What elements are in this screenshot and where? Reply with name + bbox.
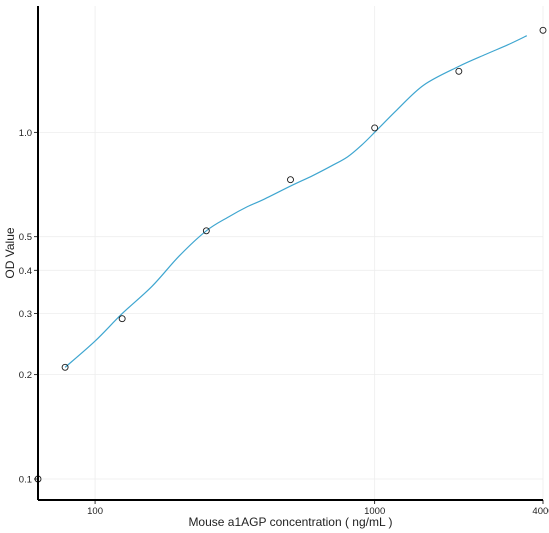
x-axis-title: Mouse a1AGP concentration ( ng/mL ) — [188, 515, 392, 529]
fitted-curve-line — [64, 35, 528, 368]
y-tick-label: 0.1 — [19, 475, 32, 486]
y-tick-label: 1.0 — [19, 128, 32, 139]
x-tick-label: 100 — [87, 506, 103, 517]
y-tick-label: 0.2 — [19, 370, 32, 381]
data-point — [202, 227, 210, 235]
data-point — [539, 26, 547, 34]
x-tick-label: 1000 — [364, 506, 385, 517]
grid-lines — [38, 6, 544, 500]
data-points-layer — [34, 26, 547, 483]
data-point — [371, 124, 379, 132]
y-tick-label: 0.4 — [19, 266, 32, 277]
data-point — [118, 315, 126, 323]
data-point — [61, 363, 69, 371]
data-point — [287, 176, 294, 184]
y-tick-label: 0.3 — [19, 309, 32, 320]
y-axis-title: OD Value — [3, 227, 17, 278]
fitted-curve-layer — [64, 35, 528, 368]
axes — [37, 6, 543, 501]
data-point — [455, 67, 463, 75]
y-tick-label: 0.5 — [19, 232, 32, 243]
